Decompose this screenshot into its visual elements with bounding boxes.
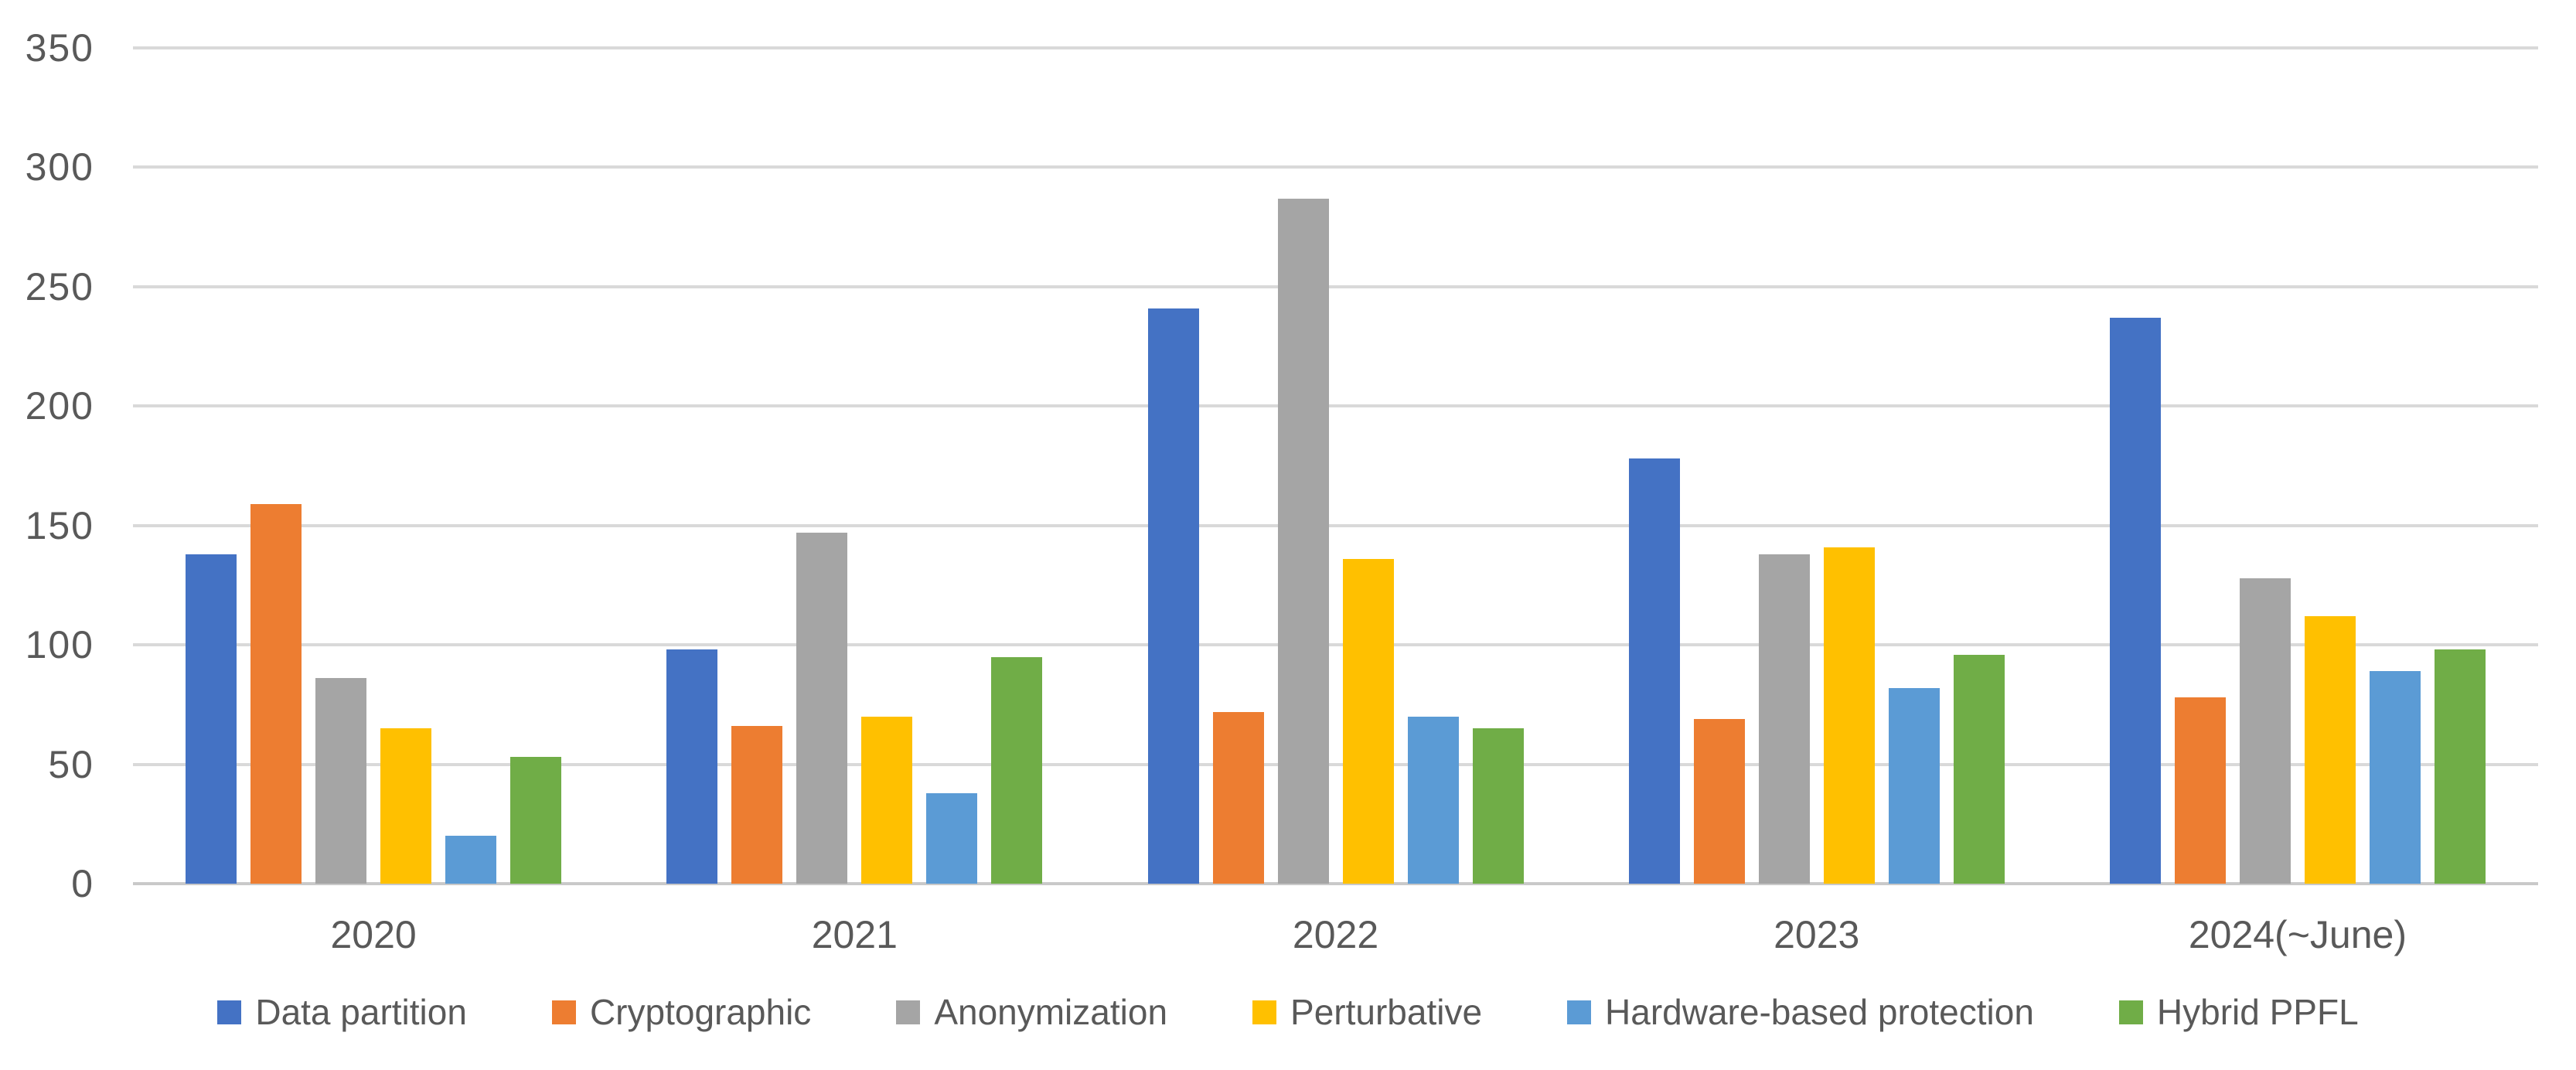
bar-anonymization-2024-june xyxy=(2239,578,2291,884)
legend-swatch-icon xyxy=(1252,1000,1277,1024)
legend-item-data-partition: Data partition xyxy=(217,991,467,1033)
y-tick-label-200: 200 xyxy=(25,384,94,428)
bar-anonymization-2023 xyxy=(1758,554,1810,884)
bar-hardware-based-protection-2021 xyxy=(926,792,978,884)
legend-label: Data partition xyxy=(255,992,467,1032)
y-tick-label-250: 250 xyxy=(25,264,94,308)
legend-label: Perturbative xyxy=(1290,992,1483,1032)
legend-label: Cryptographic xyxy=(589,992,812,1032)
gridline-250 xyxy=(133,285,2538,288)
gridline-50 xyxy=(133,762,2538,766)
bar-hybrid-ppfl-2020 xyxy=(510,757,562,884)
bar-group-2022 xyxy=(1095,48,1576,884)
legend-item-anonymization: Anonymization xyxy=(896,991,1167,1033)
bar-cryptographic-2022 xyxy=(1212,711,1264,884)
x-tick-label-2020: 2020 xyxy=(330,913,417,956)
legend: Data partition Cryptographic Anonymization… xyxy=(0,991,2576,1033)
y-tick-label-350: 350 xyxy=(25,26,94,70)
y-tick-label-0: 0 xyxy=(71,862,94,905)
bar-hybrid-ppfl-2022 xyxy=(1472,728,1524,884)
bar-cryptographic-2021 xyxy=(731,726,783,884)
x-tick-label-2022: 2022 xyxy=(1292,913,1379,956)
bar-data-partition-2021 xyxy=(666,649,718,884)
y-tick-label-50: 50 xyxy=(48,742,94,786)
legend-swatch-icon xyxy=(896,1000,921,1024)
legend-item-perturbative: Perturbative xyxy=(1252,991,1482,1033)
bar-hardware-based-protection-2024-june xyxy=(2369,671,2421,884)
x-axis: 2020 2021 2022 2023 2024(~June) xyxy=(133,912,2538,957)
x-tick-label-2023: 2023 xyxy=(1774,913,1860,956)
bar-perturbative-2022 xyxy=(1342,558,1394,884)
y-tick-label-300: 300 xyxy=(25,145,94,189)
bar-data-partition-2024-june xyxy=(2109,318,2161,884)
y-axis: 0 50 100 150 200 250 300 350 xyxy=(0,29,94,903)
gridline-150 xyxy=(133,523,2538,527)
legend-item-cryptographic: Cryptographic xyxy=(551,991,812,1033)
legend-label: Hardware-based protection xyxy=(1605,992,2034,1032)
legend-swatch-icon xyxy=(2118,1000,2143,1024)
bar-groups xyxy=(133,48,2538,884)
bar-hybrid-ppfl-2023 xyxy=(1953,654,2005,884)
bar-perturbative-2020 xyxy=(380,728,432,884)
bar-cryptographic-2020 xyxy=(250,503,302,884)
bar-hardware-based-protection-2022 xyxy=(1407,716,1459,884)
gridlines xyxy=(133,46,2538,885)
gridline-300 xyxy=(133,165,2538,169)
bar-data-partition-2023 xyxy=(1628,458,1680,884)
bar-cryptographic-2024-june xyxy=(2174,697,2226,884)
legend-label: Hybrid PPFL xyxy=(2156,992,2359,1032)
x-tick-label-2024-june: 2024(~June) xyxy=(2188,913,2407,956)
bar-cryptographic-2023 xyxy=(1693,718,1745,884)
plot-area xyxy=(133,46,2538,885)
bar-hardware-based-protection-2020 xyxy=(445,836,497,884)
bar-anonymization-2022 xyxy=(1277,198,1329,884)
bar-hybrid-ppfl-2024-june xyxy=(2434,649,2486,884)
legend-swatch-icon xyxy=(217,1000,242,1024)
bar-group-2020 xyxy=(133,48,614,884)
bar-perturbative-2021 xyxy=(861,716,913,884)
gridline-100 xyxy=(133,643,2538,647)
bar-anonymization-2020 xyxy=(315,678,367,884)
y-tick-label-100: 100 xyxy=(25,623,94,667)
x-tick-label-2021: 2021 xyxy=(811,913,898,956)
legend-swatch-icon xyxy=(1567,1000,1592,1024)
bar-group-2024-june xyxy=(2057,48,2538,884)
gridline-350 xyxy=(133,46,2538,49)
bar-group-2021 xyxy=(614,48,1095,884)
legend-item-hybrid-ppfl: Hybrid PPFL xyxy=(2118,991,2359,1033)
bar-data-partition-2020 xyxy=(186,554,237,884)
bar-hybrid-ppfl-2021 xyxy=(991,656,1043,884)
gridline-200 xyxy=(133,404,2538,408)
legend-item-hardware-based-protection: Hardware-based protection xyxy=(1567,991,2034,1033)
legend-label: Anonymization xyxy=(934,992,1168,1032)
bar-perturbative-2023 xyxy=(1823,547,1875,884)
x-axis-baseline xyxy=(133,882,2538,885)
y-tick-label-150: 150 xyxy=(25,503,94,547)
legend-swatch-icon xyxy=(551,1000,576,1024)
bar-data-partition-2022 xyxy=(1147,308,1199,884)
bar-hardware-based-protection-2023 xyxy=(1888,687,1940,884)
bar-perturbative-2024-june xyxy=(2304,616,2356,884)
bar-anonymization-2021 xyxy=(796,532,848,884)
bar-group-2023 xyxy=(1576,48,2057,884)
